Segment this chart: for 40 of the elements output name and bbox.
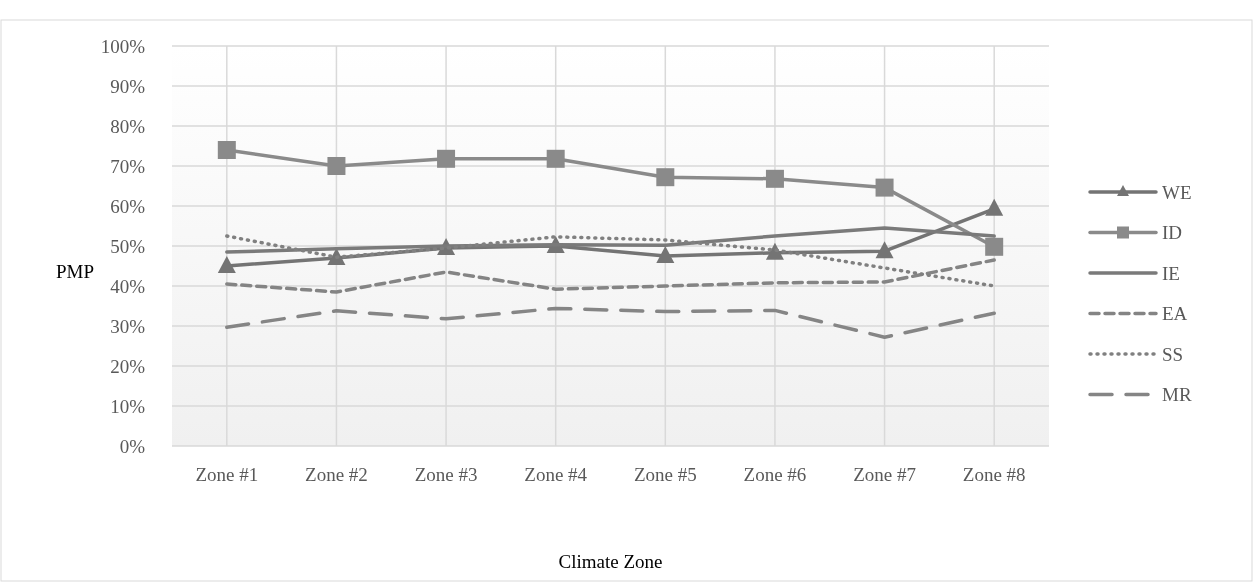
point	[985, 237, 1004, 256]
point	[327, 157, 346, 175]
y-tick-label: 0%	[119, 435, 146, 457]
y-tick-label: 70%	[110, 155, 146, 177]
y-tick-label: 10%	[110, 395, 146, 417]
point	[875, 241, 894, 259]
point	[656, 246, 675, 263]
point	[546, 149, 565, 168]
point	[656, 168, 675, 187]
point	[765, 169, 784, 188]
x-tick-label: Zone #4	[524, 464, 588, 485]
x-tick-label: Zone #8	[962, 464, 1026, 485]
y-tick-label: 40%	[110, 275, 146, 297]
legend-label: EA	[1162, 303, 1188, 325]
y-axis-title: PMP	[55, 260, 95, 282]
x-tick-label: Zone #3	[414, 464, 478, 485]
legend-label: WE	[1162, 181, 1192, 203]
y-tick-label: 30%	[110, 315, 146, 337]
x-axis-title: Climate Zone	[558, 551, 663, 572]
y-tick-label: 100%	[100, 35, 146, 57]
point	[437, 149, 456, 168]
x-tick-label: Zone #1	[195, 464, 259, 485]
line-series	[225, 306, 996, 339]
x-tick-label: Zone #5	[633, 464, 697, 485]
point	[985, 198, 1004, 216]
y-tick-label: 80%	[110, 115, 146, 137]
y-tick-label: 60%	[110, 195, 146, 217]
point	[217, 256, 236, 273]
x-tick-label: Zone #6	[743, 464, 807, 485]
legend-label: IE	[1162, 262, 1180, 284]
y-tick-label: 20%	[110, 355, 146, 377]
point	[217, 141, 236, 159]
y-tick-label: 50%	[110, 235, 146, 257]
legend-label: SS	[1162, 343, 1184, 365]
y-tick-label: 90%	[110, 75, 146, 97]
legend-label: MR	[1162, 384, 1192, 406]
x-tick-label: Zone #2	[305, 464, 368, 485]
x-tick-label: Zone #7	[853, 464, 916, 485]
point	[875, 178, 894, 197]
legend-label: ID	[1162, 222, 1183, 244]
